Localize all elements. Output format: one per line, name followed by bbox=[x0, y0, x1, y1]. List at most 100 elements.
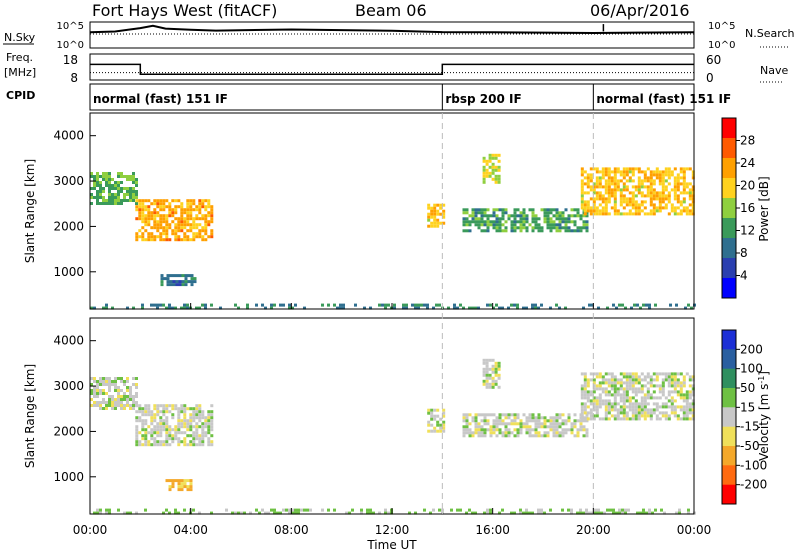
velocity-cell bbox=[691, 375, 695, 379]
power-cell bbox=[567, 220, 571, 224]
power-cell bbox=[691, 188, 695, 192]
velocity-cell bbox=[129, 404, 132, 407]
velocity-cell bbox=[138, 410, 142, 414]
power-cell bbox=[658, 200, 662, 204]
velocity-cell bbox=[652, 378, 656, 382]
power-cell bbox=[436, 224, 440, 228]
velocity-cell bbox=[613, 402, 617, 406]
power-cell bbox=[631, 203, 635, 207]
velocity-cell bbox=[99, 383, 102, 386]
power-cell bbox=[174, 211, 178, 215]
power-cell bbox=[585, 220, 589, 224]
velocity-cell bbox=[682, 381, 686, 385]
power-cell bbox=[159, 217, 163, 221]
power-cell bbox=[102, 187, 105, 190]
power-cell bbox=[583, 209, 587, 213]
velocity-cell bbox=[429, 511, 432, 515]
power-cell bbox=[589, 206, 593, 210]
power-cell bbox=[402, 306, 405, 310]
power-cell bbox=[619, 179, 623, 183]
power-cell bbox=[453, 303, 456, 307]
power-cell bbox=[664, 188, 668, 192]
power-cell bbox=[682, 209, 686, 213]
velocity-cell bbox=[171, 404, 175, 408]
velocity-cell bbox=[492, 431, 496, 435]
power-cell bbox=[195, 205, 199, 209]
velocity-cell bbox=[573, 434, 577, 438]
velocity-cell bbox=[583, 378, 587, 382]
velocity-cell bbox=[561, 434, 565, 438]
velocity-cell bbox=[99, 511, 102, 515]
power-cell bbox=[141, 235, 145, 239]
velocity-cell bbox=[610, 408, 614, 412]
power-cell bbox=[519, 229, 523, 233]
velocity-cell bbox=[573, 425, 577, 429]
power-cell bbox=[619, 197, 623, 201]
power-cell bbox=[177, 205, 181, 209]
velocity-cell bbox=[646, 411, 650, 415]
velocity-cell bbox=[561, 413, 565, 417]
power-cell bbox=[648, 303, 651, 307]
power-cell bbox=[162, 214, 166, 218]
power-cell bbox=[567, 217, 571, 221]
velocity-cell bbox=[619, 405, 623, 409]
power-cell bbox=[177, 223, 181, 227]
power-colorbar-swatch bbox=[722, 118, 736, 139]
velocity-cell bbox=[595, 408, 599, 412]
power-cell bbox=[586, 179, 590, 183]
power-cell bbox=[138, 214, 142, 218]
velocity-cell bbox=[552, 434, 556, 438]
power-cell bbox=[483, 214, 487, 218]
velocity-cell bbox=[598, 384, 602, 388]
velocity-cell bbox=[628, 396, 632, 400]
power-cell bbox=[433, 206, 437, 210]
power-cell bbox=[198, 235, 202, 239]
velocity-cell bbox=[153, 440, 157, 444]
velocity-cell bbox=[649, 381, 653, 385]
power-cell bbox=[482, 168, 486, 172]
power-cell bbox=[180, 205, 184, 209]
power-cell bbox=[580, 200, 584, 204]
velocity-cell bbox=[488, 385, 492, 389]
power-cell bbox=[474, 220, 478, 224]
power-cell bbox=[673, 179, 677, 183]
series-nsky bbox=[89, 24, 695, 35]
velocity-cell bbox=[120, 404, 123, 407]
power-cell bbox=[162, 199, 166, 203]
velocity-cell bbox=[621, 511, 624, 515]
power-cell bbox=[427, 218, 431, 222]
power-cell bbox=[595, 209, 599, 213]
power-cell bbox=[685, 209, 689, 213]
velocity-cell bbox=[670, 399, 674, 403]
velocity-cell bbox=[619, 399, 623, 403]
cpid-label: CPID bbox=[6, 89, 35, 102]
power-cell bbox=[147, 214, 151, 218]
velocity-cell bbox=[99, 407, 102, 410]
velocity-cell bbox=[583, 387, 587, 391]
velocity-cell bbox=[583, 384, 587, 388]
velocity-cell bbox=[297, 511, 300, 515]
velocity-cell bbox=[183, 485, 187, 489]
power-cell bbox=[90, 306, 93, 310]
velocity-cell bbox=[604, 408, 608, 412]
velocity-cell bbox=[180, 410, 184, 414]
velocity-cell bbox=[631, 414, 635, 418]
velocity-cell bbox=[631, 390, 635, 394]
power-cell bbox=[534, 226, 538, 230]
power-cell bbox=[387, 303, 390, 307]
power-cell bbox=[516, 306, 519, 310]
velocity-cell bbox=[628, 375, 632, 379]
power-cell bbox=[184, 274, 188, 278]
power-cell bbox=[673, 188, 677, 192]
velocity-cell bbox=[628, 381, 632, 385]
velocity-cell bbox=[436, 420, 440, 424]
velocity-cell bbox=[210, 416, 214, 420]
power-cell bbox=[405, 306, 408, 310]
velocity-cell bbox=[664, 411, 668, 415]
power-cell bbox=[433, 221, 437, 225]
velocity-cell bbox=[180, 440, 184, 444]
velocity-cell bbox=[613, 396, 617, 400]
velocity-colorbar-swatch bbox=[722, 349, 736, 370]
velocity-cell bbox=[558, 413, 562, 417]
